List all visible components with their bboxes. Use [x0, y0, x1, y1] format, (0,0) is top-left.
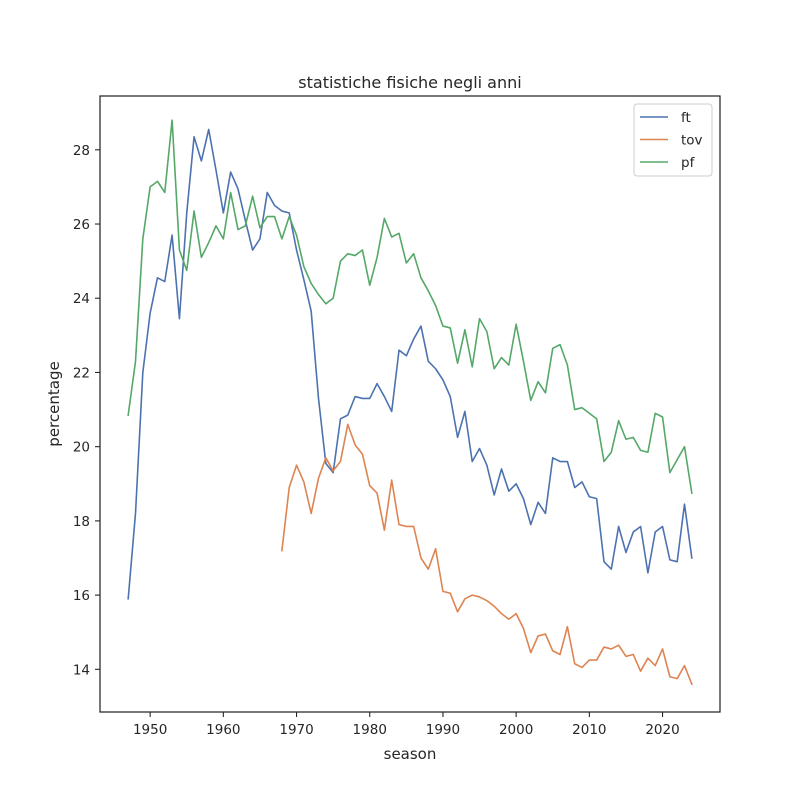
x-tick-label: 1990 [426, 722, 460, 738]
series-line-tov [281, 423, 693, 686]
x-tick-label: 1970 [279, 722, 313, 738]
series-line-ft [127, 128, 693, 600]
legend-label-ft: ft [681, 110, 691, 126]
legend-label-tov: tov [681, 133, 703, 149]
y-tick-label: 22 [73, 365, 90, 381]
y-axis: 14 16 18 20 22 24 26 28 [73, 143, 100, 678]
x-tick-label: 2010 [572, 722, 606, 738]
series-line-pf [127, 119, 693, 494]
y-tick-label: 20 [73, 440, 90, 456]
y-tick-label: 14 [73, 662, 90, 678]
series-layer [127, 119, 693, 686]
legend-box [633, 103, 713, 177]
y-tick-label: 18 [73, 514, 90, 530]
plot-frame [99, 95, 721, 713]
x-axis-label: season [384, 745, 437, 763]
legend: ft tov pf [633, 103, 713, 177]
y-tick-label: 24 [73, 291, 90, 307]
x-tick-label: 1960 [206, 722, 240, 738]
y-tick-label: 26 [73, 217, 90, 233]
y-tick-label: 16 [73, 588, 90, 604]
x-axis: 1950 1960 1970 1980 1990 2000 2010 2020 [133, 712, 680, 738]
x-tick-label: 1950 [133, 722, 167, 738]
y-axis-label: percentage [45, 361, 63, 446]
chart-title: statistiche fisiche negli anni [298, 73, 521, 92]
legend-label-pf: pf [681, 155, 696, 171]
x-tick-label: 2000 [499, 722, 533, 738]
x-tick-label: 2020 [645, 722, 679, 738]
x-tick-label: 1980 [353, 722, 387, 738]
y-tick-label: 28 [73, 143, 90, 159]
